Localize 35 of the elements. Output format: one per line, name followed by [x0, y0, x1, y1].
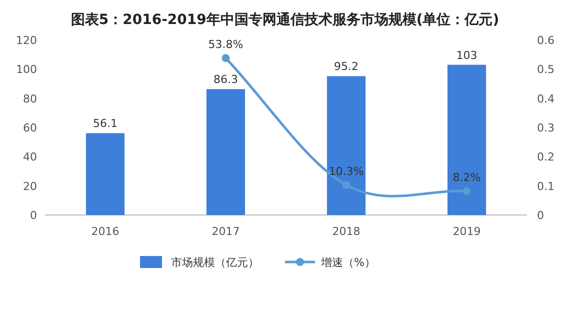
y-tick-label: 40: [23, 150, 37, 164]
y-tick-label: 60: [23, 122, 37, 134]
data-label: 8.2%: [452, 171, 481, 184]
bar: [326, 76, 366, 215]
data-label: 86.3: [214, 73, 238, 86]
y2-tick-label: 0.4: [537, 92, 554, 106]
bar: [86, 133, 125, 215]
y2-tick-label: 0.1: [537, 180, 554, 193]
y2-tick-label: 0: [537, 209, 544, 222]
bar: [206, 89, 246, 215]
y-tick-label: 0: [30, 209, 37, 222]
x-tick-label: 2018: [332, 225, 360, 238]
bar: [447, 64, 486, 215]
y2-tick-label: 0.3: [537, 122, 554, 134]
x-tick-label: 2019: [452, 225, 481, 238]
data-label: 56.1: [93, 117, 118, 130]
point: [462, 187, 471, 196]
data-label: 103: [456, 48, 478, 62]
y2-tick-label: 0.2: [537, 150, 554, 164]
y-tick-label: 20: [23, 180, 37, 193]
y-tick-label: 100: [16, 63, 37, 76]
x-tick-label: 2016: [91, 225, 120, 238]
chart-title: 图表5：2016-2019年中国专网通信技术服务市场规模(单位：亿元): [70, 11, 500, 28]
y2-tick-label: 0.5: [537, 63, 554, 76]
data-label: 53.8%: [208, 38, 244, 52]
point: [342, 180, 350, 189]
x-tick-label: 2017: [212, 225, 240, 238]
data-label: 95.2: [334, 60, 358, 74]
y-tick-label: 120: [16, 34, 37, 47]
data-label: 10.3%: [328, 164, 364, 178]
legend-label: 增速（%）: [320, 256, 376, 269]
y2-tick-label: 0.6: [537, 34, 554, 47]
y-tick-label: 80: [23, 92, 37, 106]
point: [222, 54, 230, 62]
legend-label: 市场规模（亿元）: [171, 256, 259, 269]
